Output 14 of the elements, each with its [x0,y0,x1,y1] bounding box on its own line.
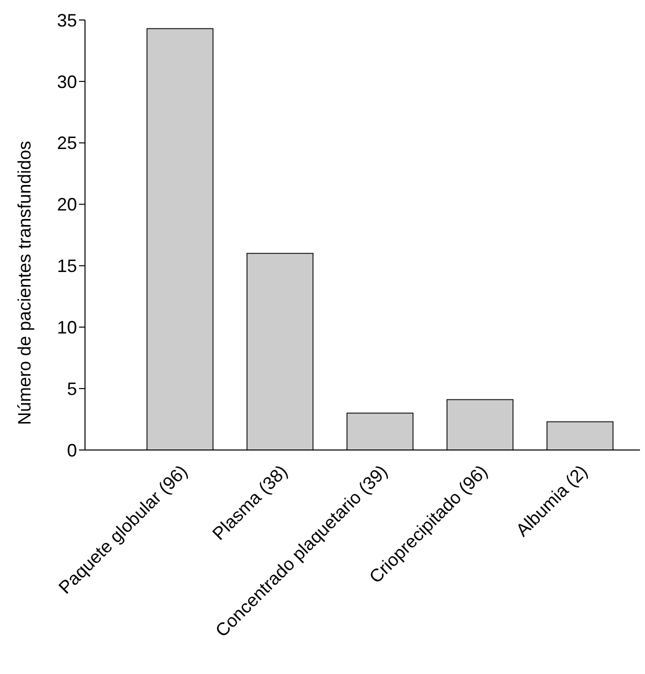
bar [246,252,314,450]
bar [346,412,414,450]
bar [146,28,214,450]
y-tick-label: 5 [66,378,77,399]
bar [446,399,514,450]
bar [546,421,614,450]
y-tick-label: 15 [56,256,77,276]
y-tick-label: 0 [66,440,77,460]
y-tick-label: 35 [56,10,77,30]
y-axis-title: Número de pacientes transfundidos [14,140,34,425]
y-tick-label: 20 [56,194,77,215]
y-tick-label: 10 [56,318,77,338]
y-tick-label: 25 [56,133,77,154]
y-tick-label: 30 [56,72,77,92]
